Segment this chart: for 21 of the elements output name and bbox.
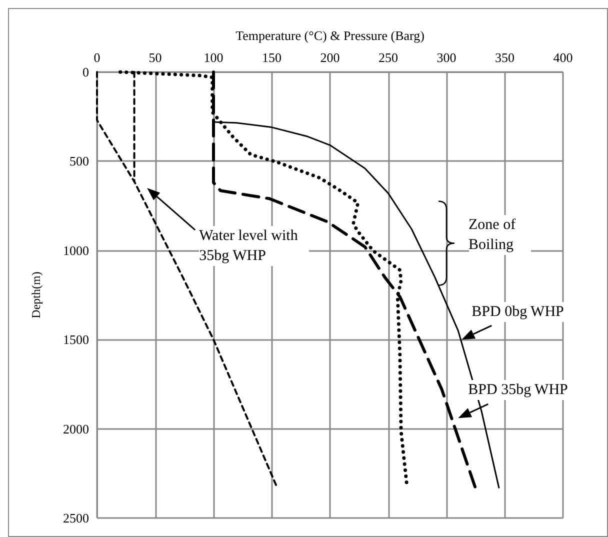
x-tick-label: 250 <box>378 50 398 65</box>
x-tick-label: 400 <box>553 50 573 65</box>
y-tick-label: 2500 <box>63 510 89 526</box>
y-tick-label: 1000 <box>63 242 89 258</box>
x-tick-label: 200 <box>320 50 340 65</box>
y-tick-label: 500 <box>70 154 89 169</box>
x-tick-label: 150 <box>262 50 282 65</box>
annotation: Water level with 35bg WHP <box>199 226 310 266</box>
x-tick-label: 100 <box>204 50 224 65</box>
x-tick-label: 350 <box>495 50 514 65</box>
x-tick-label: 50 <box>148 50 162 65</box>
y-tick-label: 1500 <box>63 332 89 348</box>
annotation: BPD 35bg WHP <box>468 380 598 400</box>
x-axis-title: Temperature (°C) & Pressure (Barg) <box>236 28 424 43</box>
y-tick-label: 0 <box>82 64 89 80</box>
y-axis-title: Depth(m) <box>29 272 43 318</box>
annotation: BPD 0bg WHP <box>472 302 602 322</box>
y-tick-label: 2000 <box>63 421 89 436</box>
annotation: Zone of Boiling <box>468 215 530 256</box>
x-tick-label: 0 <box>94 50 100 65</box>
x-tick-label: 300 <box>436 50 456 65</box>
